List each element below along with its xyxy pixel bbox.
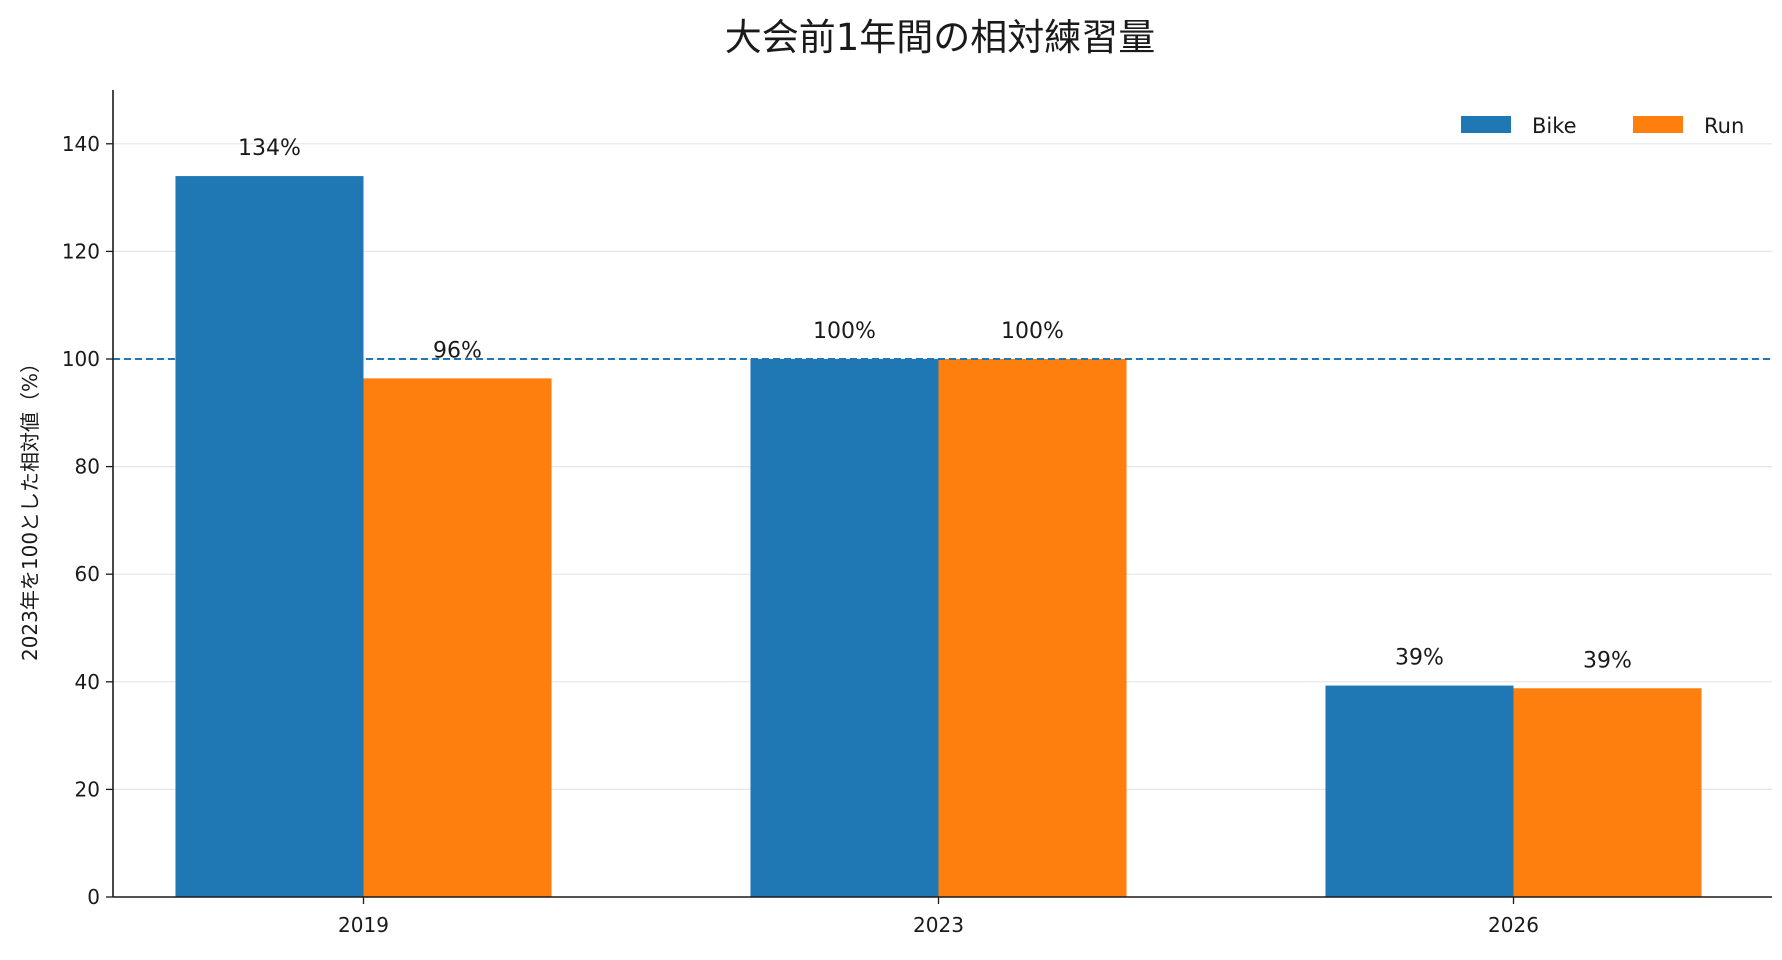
y-tick-label: 0 — [87, 885, 100, 909]
data-label: 39% — [1583, 648, 1632, 673]
bar — [1513, 688, 1702, 897]
data-label: 134% — [238, 136, 301, 161]
y-tick-label: 120 — [62, 239, 100, 263]
bar — [750, 359, 939, 897]
y-tick-label: 40 — [75, 670, 100, 694]
legend-label: Run — [1704, 114, 1744, 138]
x-tick-label: 2023 — [913, 913, 964, 937]
axes — [106, 90, 1772, 904]
y-tick-label: 20 — [75, 777, 100, 801]
data-label: 100% — [1001, 319, 1064, 344]
y-axis-label: 2023年を100とした相対値（%） — [18, 353, 42, 661]
chart-title: 大会前1年間の相対練習量 — [725, 16, 1156, 59]
y-tick-label: 80 — [75, 455, 100, 479]
legend-swatch — [1461, 116, 1511, 133]
bar — [175, 176, 364, 897]
bars — [175, 176, 1702, 897]
legend-label: Bike — [1532, 114, 1577, 138]
data-label: 96% — [433, 338, 482, 363]
data-labels: 134% 100% 39% 96% 100% 39% — [238, 136, 1632, 673]
tick-labels: 0 20 40 60 80 100 120 140 2019 2023 2026 — [62, 132, 1539, 937]
data-label: 39% — [1395, 646, 1444, 671]
bar — [938, 359, 1127, 897]
data-label: 100% — [813, 319, 876, 344]
y-tick-label: 140 — [62, 132, 100, 156]
bar — [1325, 685, 1514, 897]
legend: Bike Run — [1461, 114, 1744, 138]
bar — [363, 378, 552, 897]
x-tick-label: 2026 — [1488, 913, 1539, 937]
y-tick-label: 100 — [62, 347, 100, 371]
legend-swatch — [1633, 116, 1683, 133]
y-tick-label: 60 — [75, 562, 100, 586]
x-tick-label: 2019 — [338, 913, 389, 937]
